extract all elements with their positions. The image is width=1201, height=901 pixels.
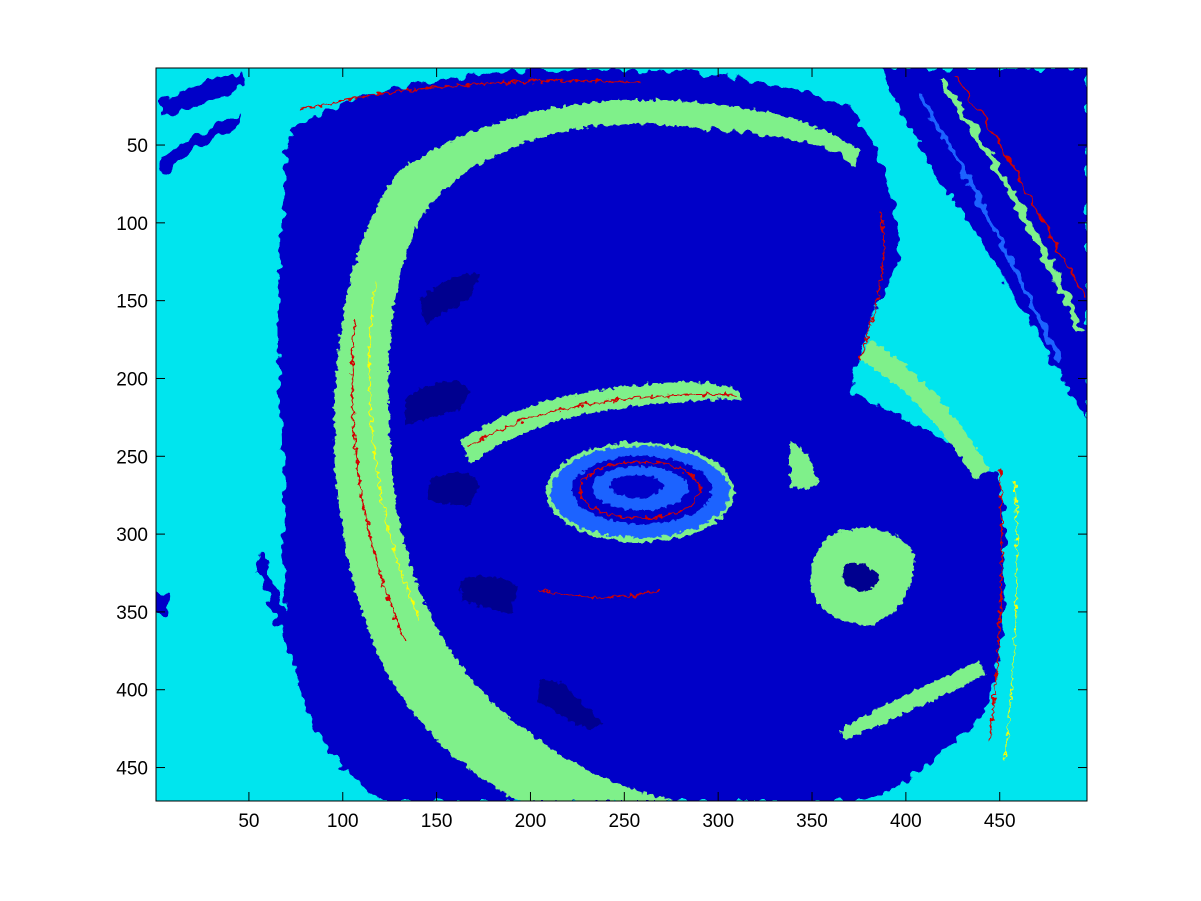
x-tick-label: 350 [796, 811, 828, 832]
x-tick-label: 400 [890, 811, 922, 832]
y-tick-label: 300 [116, 525, 148, 546]
eye-upper-arm [460, 382, 743, 465]
y-tick-label: 450 [116, 759, 148, 780]
x-tick-label: 50 [238, 811, 259, 832]
x-axis: 50 100 150 200 250 300 350 400 450 [238, 68, 1016, 832]
x-tick-label: 300 [702, 811, 734, 832]
y-tick-label: 350 [116, 603, 148, 624]
plot-area [156, 68, 1087, 801]
y-axis: 50 100 150 200 250 300 350 400 450 [116, 136, 1087, 780]
axes-frame [155, 67, 1088, 802]
green-crescent [334, 100, 990, 801]
x-tick-label: 450 [984, 811, 1016, 832]
x-tick-label: 250 [608, 811, 640, 832]
red-edge-speckles [299, 80, 1018, 761]
x-tick-label: 150 [421, 811, 453, 832]
y-tick-label: 200 [116, 369, 148, 390]
central-body [498, 129, 977, 801]
y-tick-label: 400 [116, 681, 148, 702]
y-tick-label: 50 [127, 136, 148, 157]
x-tick-label: 200 [515, 811, 547, 832]
y-tick-label: 250 [116, 447, 148, 468]
x-tick-label: 100 [327, 811, 359, 832]
y-tick-label: 150 [116, 292, 148, 313]
eye-structure [546, 442, 734, 542]
right-green-patch [790, 440, 985, 740]
crescent-dark-speckles [405, 273, 610, 730]
upper-right-streaks [880, 68, 1087, 420]
y-tick-label: 100 [116, 214, 148, 235]
